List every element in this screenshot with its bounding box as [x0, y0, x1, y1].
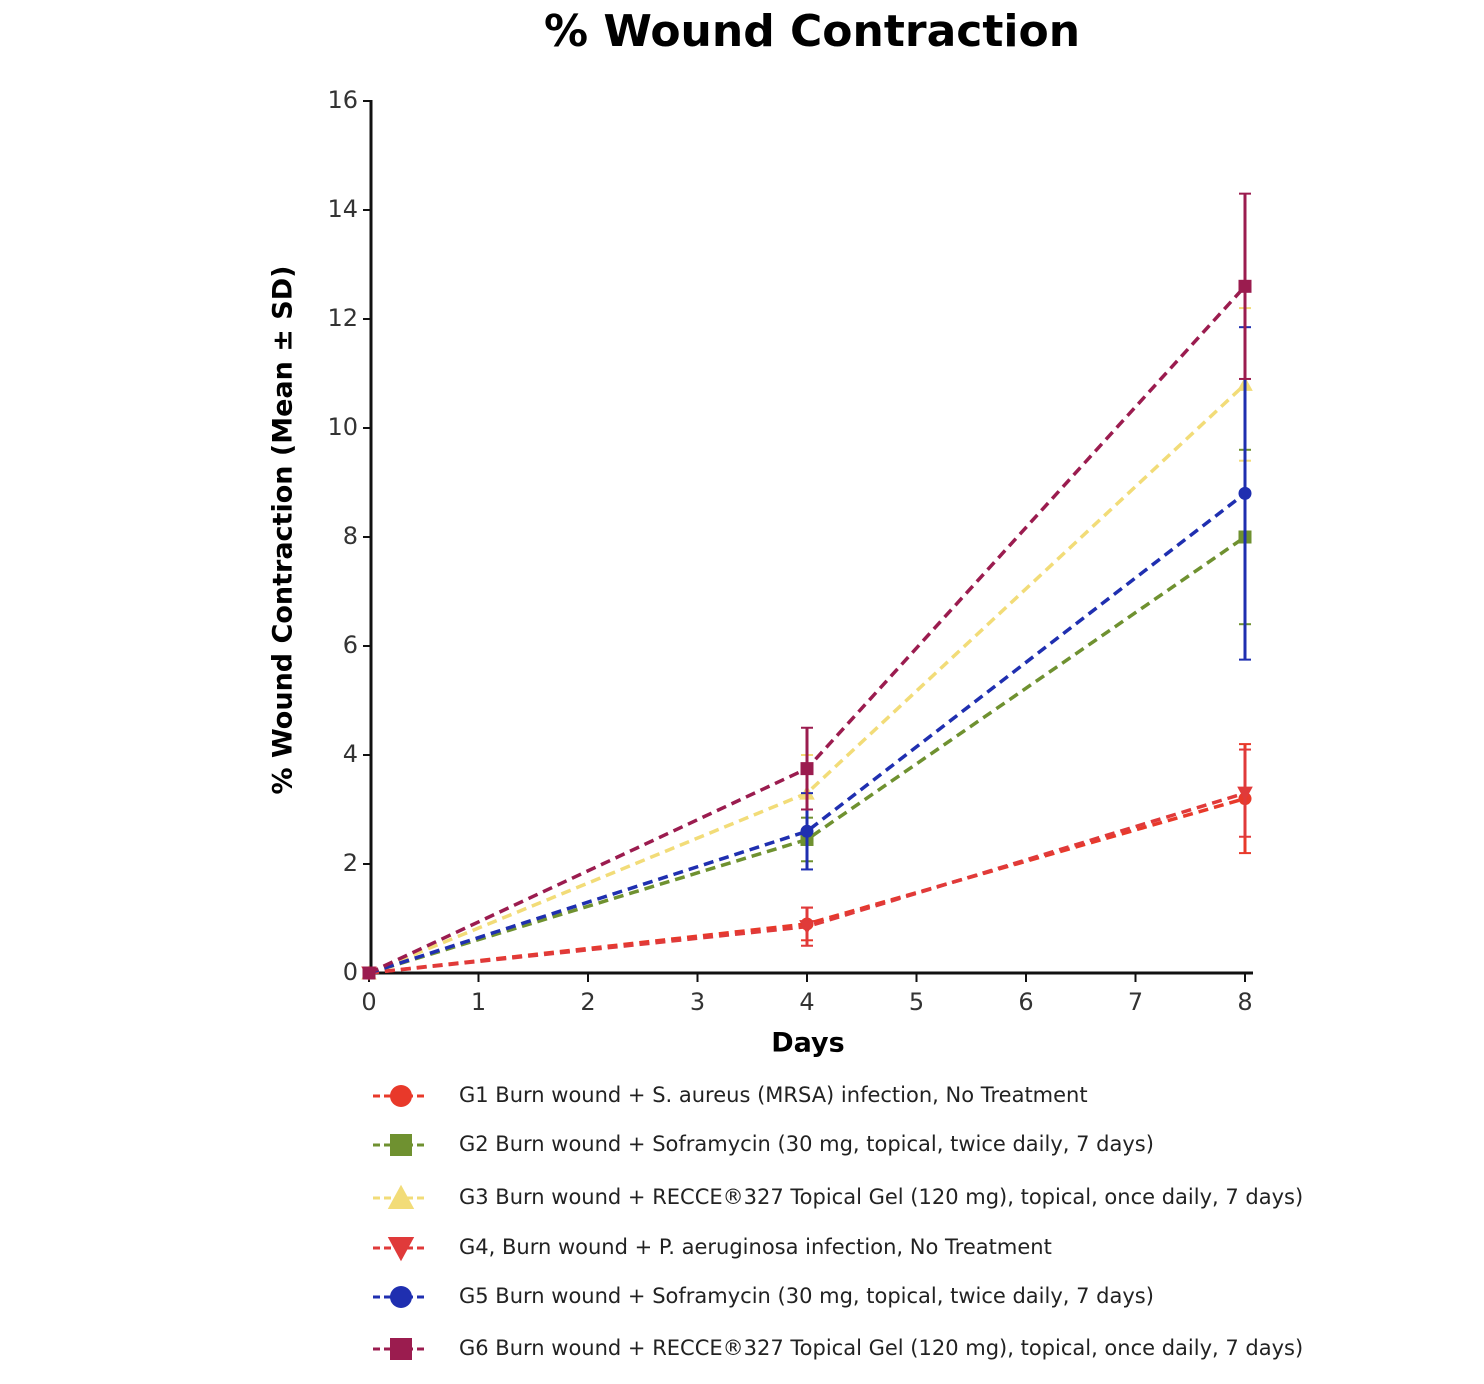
y-tick-label: 16 [327, 86, 358, 114]
x-tick-label: 5 [909, 988, 924, 1016]
marker [799, 920, 815, 935]
legend-label: G6 Burn wound + RECCE®327 Topical Gel (1… [459, 1336, 1303, 1360]
marker [1238, 279, 1252, 293]
marker [387, 1237, 415, 1262]
legend-label: G3 Burn wound + RECCE®327 Topical Gel (1… [459, 1185, 1303, 1209]
chart-title: % Wound Contraction [544, 6, 1080, 57]
series-line [368, 492, 1247, 975]
y-tick-label: 6 [343, 631, 358, 659]
x-tick-label: 1 [471, 988, 486, 1016]
x-tick-label: 2 [580, 988, 595, 1016]
marker [390, 1134, 412, 1156]
x-tick-label: 6 [1018, 988, 1033, 1016]
y-tick-label: 0 [343, 958, 358, 986]
series-line [368, 383, 1247, 975]
marker [800, 762, 814, 776]
x-tick-label: 7 [1128, 988, 1143, 1016]
x-tick-label: 0 [361, 988, 376, 1016]
x-tick-label: 4 [799, 988, 814, 1016]
x-tick-label: 8 [1237, 988, 1252, 1016]
legend-label: G1 Burn wound + S. aureus (MRSA) infecti… [459, 1083, 1088, 1107]
legend-label: G5 Burn wound + Soframycin (30 mg, topic… [459, 1284, 1154, 1308]
legend-label: G2 Burn wound + Soframycin (30 mg, topic… [459, 1132, 1154, 1156]
x-tick-label: 3 [690, 988, 705, 1016]
marker [390, 1286, 412, 1308]
marker [387, 1184, 415, 1209]
y-tick-label: 12 [327, 304, 358, 332]
marker [1237, 786, 1253, 801]
marker [390, 1338, 412, 1360]
marker [1238, 486, 1252, 500]
marker [800, 824, 814, 838]
y-tick-label: 8 [343, 522, 358, 550]
y-tick-label: 14 [327, 195, 358, 223]
marker [362, 966, 376, 980]
y-tick-label: 2 [343, 849, 358, 877]
marker [390, 1085, 412, 1107]
y-tick-label: 4 [343, 740, 358, 768]
y-axis-label: % Wound Contraction (Mean ± SD) [268, 266, 299, 795]
x-axis-label: Days [771, 1028, 844, 1059]
legend-label: G4, Burn wound + P. aeruginosa infection… [459, 1235, 1052, 1259]
y-tick-label: 10 [327, 413, 358, 441]
